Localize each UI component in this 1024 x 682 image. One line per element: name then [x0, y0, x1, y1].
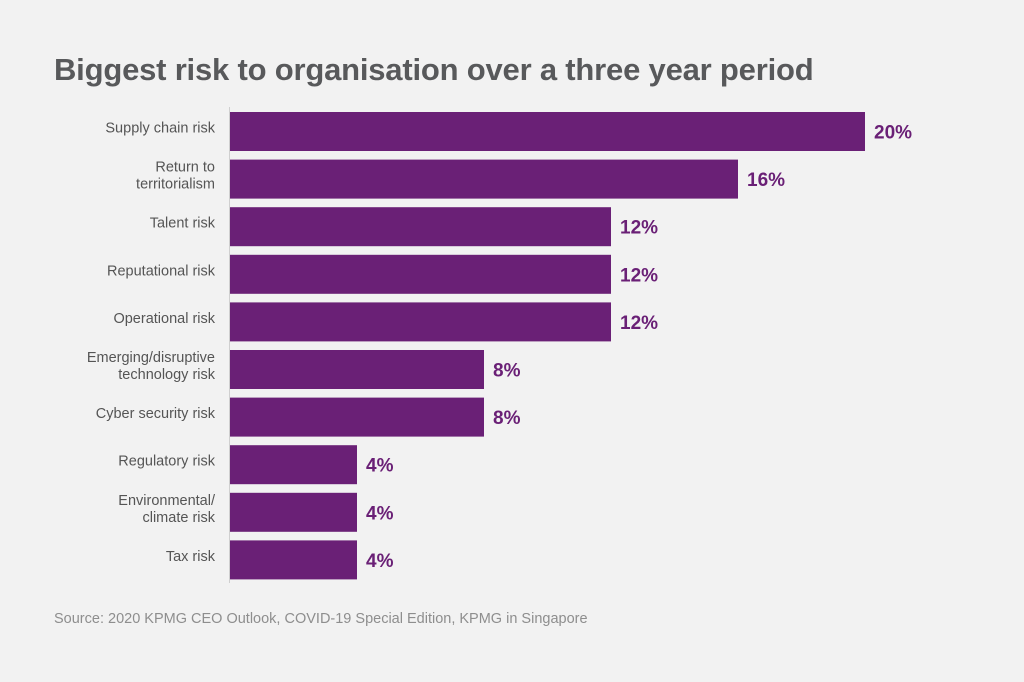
value-label: 12% — [620, 218, 658, 239]
source-note: Source: 2020 KPMG CEO Outlook, COVID-19 … — [54, 611, 588, 627]
category-label: Supply chain risk — [105, 121, 215, 137]
bar — [230, 254, 611, 294]
value-label: 8% — [493, 361, 521, 382]
value-label: 16% — [747, 170, 785, 191]
bars-group — [230, 112, 865, 580]
value-label: 20% — [874, 123, 912, 144]
bar — [230, 112, 865, 151]
chart-title: Biggest risk to organisation over a thre… — [54, 52, 814, 87]
category-label: Tax risk — [166, 549, 216, 565]
value-labels-group: 20% 16% 12% 12% 12% 8% 8% 4% 4% 4% — [366, 123, 912, 572]
category-label: Return to territorialism — [136, 160, 215, 193]
category-label: Reputational risk — [107, 263, 216, 279]
value-label: 4% — [366, 456, 394, 477]
bar — [230, 159, 738, 199]
category-label: Emerging/disruptive technology risk — [87, 350, 216, 383]
category-label: Regulatory risk — [118, 454, 215, 470]
bar — [230, 350, 484, 389]
value-label: 12% — [620, 265, 658, 286]
bar — [230, 397, 484, 437]
value-label: 8% — [493, 408, 521, 429]
category-label: Talent risk — [150, 216, 216, 232]
category-label: Environmental/climate risk — [118, 493, 216, 526]
bar — [230, 445, 357, 485]
bar — [230, 302, 611, 342]
category-label: Operational risk — [113, 311, 215, 327]
value-label: 12% — [620, 313, 658, 334]
bar — [230, 492, 357, 532]
value-label: 4% — [366, 503, 394, 524]
category-labels-group: Supply chain risk Return to territorialism… — [87, 121, 216, 565]
value-label: 4% — [366, 551, 394, 572]
bar — [230, 207, 611, 247]
bar — [230, 540, 357, 580]
category-label: Cyber security risk — [96, 406, 216, 422]
